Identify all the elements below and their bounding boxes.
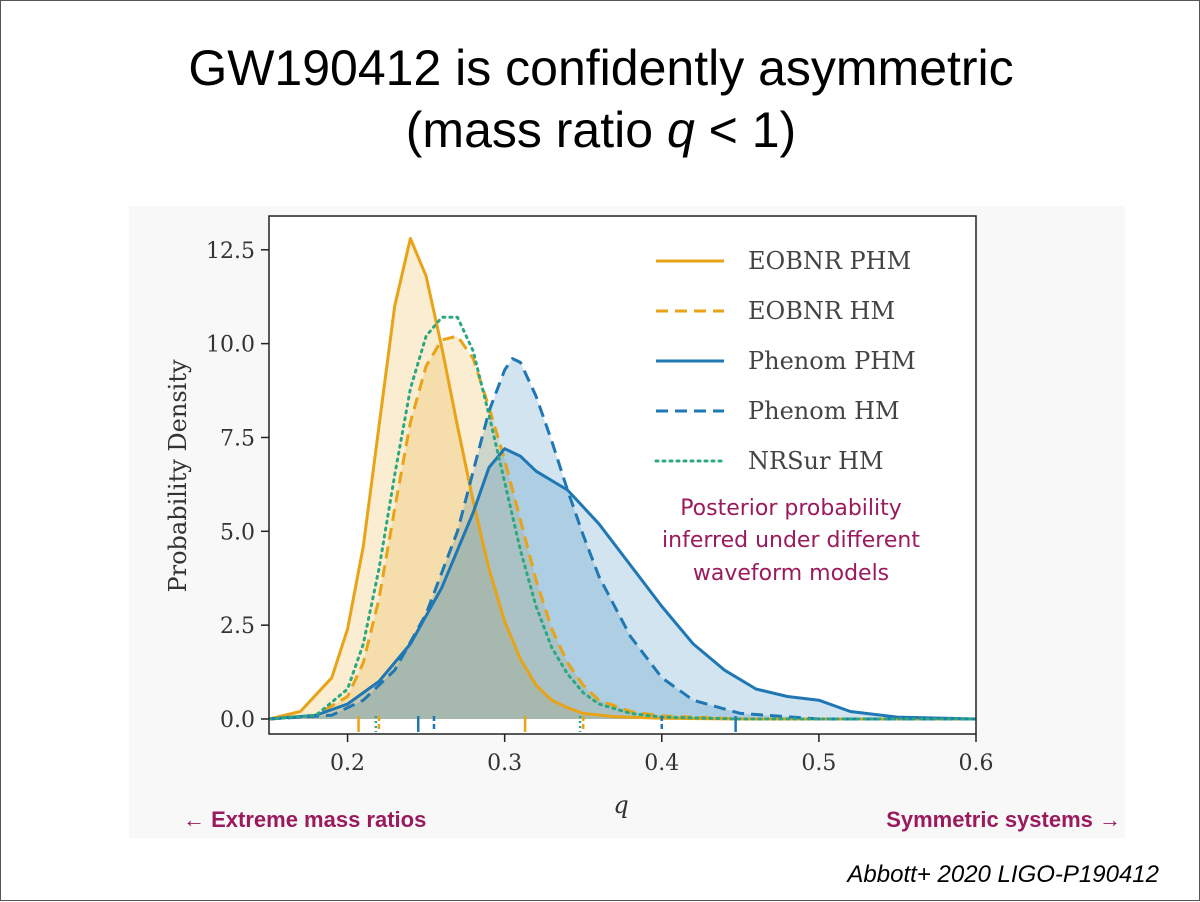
title-prefix: (mass ratio xyxy=(405,102,667,158)
annotation-line-1: Posterior probability xyxy=(680,496,902,521)
credible-interval-ticks xyxy=(357,716,737,732)
x-tick-label-3: 0.5 xyxy=(801,751,836,776)
y-tick-label-5: 12.5 xyxy=(206,239,255,264)
series-fills xyxy=(269,238,976,719)
y-tick-label-0: 0.0 xyxy=(220,708,255,733)
series-fill-eobnr-phm xyxy=(269,238,976,719)
note-symmetric-systems: Symmetric systems → xyxy=(886,807,1121,832)
x-axis-label: q xyxy=(613,791,628,819)
y-tick-label-2: 5.0 xyxy=(220,520,255,545)
series-line-nrsur-hm xyxy=(269,315,976,721)
slide-title-line2: (mass ratio q < 1) xyxy=(1,101,1200,159)
series-lines xyxy=(269,237,976,721)
legend-label-nrsur-hm: NRSur HM xyxy=(748,447,884,475)
title-variable-q: q xyxy=(666,102,695,158)
legend-label-phenom-phm: Phenom PHM xyxy=(748,347,916,375)
legend-label-phenom-hm: Phenom HM xyxy=(748,397,900,425)
legend-label-eobnr-hm: EOBNR HM xyxy=(748,297,895,325)
y-axis-label: Probability Density xyxy=(164,359,192,593)
annotation-line-3: waveform models xyxy=(693,561,889,586)
note-extreme-mass-ratios: ← Extreme mass ratios xyxy=(183,807,426,832)
y-tick-label-3: 7.5 xyxy=(220,426,255,451)
slide-title-line1: GW190412 is confidently asymmetric xyxy=(188,40,1014,96)
series-line-phenom-hm xyxy=(269,357,976,721)
legend-label-eobnr-phm: EOBNR PHM xyxy=(748,247,911,275)
series-fill-phenom-hm xyxy=(269,358,976,719)
legend: EOBNR PHM EOBNR HM Phenom PHM Phenom HM NRSu… xyxy=(654,247,916,475)
annotation-line-2: inferred under different xyxy=(662,528,920,553)
title-suffix: < 1) xyxy=(694,102,797,158)
plot-area xyxy=(269,216,976,734)
x-tick-label-2: 0.4 xyxy=(644,751,679,776)
series-fill-eobnr-hm xyxy=(269,336,976,719)
x-tick-label-1: 0.3 xyxy=(487,751,522,776)
x-tick-label-4: 0.6 xyxy=(959,751,994,776)
x-axis: 0.2 0.3 0.4 0.5 0.6 xyxy=(330,734,994,776)
plot-frame xyxy=(268,215,977,735)
y-tick-label-4: 10.0 xyxy=(206,333,255,358)
y-tick-label-1: 2.5 xyxy=(220,614,255,639)
series-line-eobnr-phm xyxy=(269,237,976,721)
series-line-phenom-phm xyxy=(269,447,976,721)
x-tick-label-0: 0.2 xyxy=(330,751,365,776)
y-axis: 0.0 2.5 5.0 7.5 10.0 12.5 xyxy=(206,239,269,733)
citation: Abbott+ 2020 LIGO-P190412 xyxy=(847,861,1159,888)
series-fill-phenom-phm xyxy=(269,448,976,719)
series-line-eobnr-hm xyxy=(269,334,976,721)
